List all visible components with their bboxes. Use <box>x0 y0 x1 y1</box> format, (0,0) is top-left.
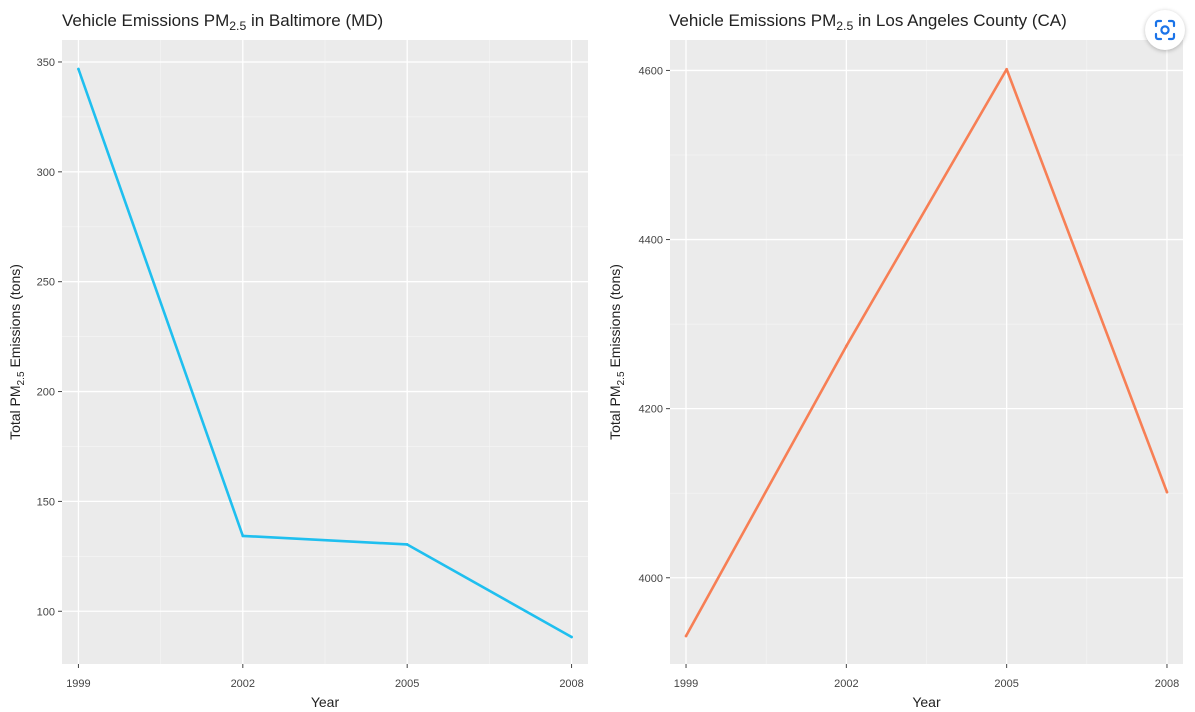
data-point <box>241 534 245 538</box>
x-axis-label: Year <box>311 694 340 710</box>
x-tick-label: 2002 <box>231 678 255 690</box>
google-lens-icon <box>1154 19 1176 41</box>
x-tick-label: 2002 <box>834 678 858 690</box>
data-point <box>570 635 573 639</box>
y-tick-label: 4400 <box>639 235 663 247</box>
x-tick-label: 2008 <box>559 678 583 690</box>
series-line-segment <box>684 344 848 638</box>
y-tick-label: 250 <box>37 277 55 289</box>
data-point <box>845 344 848 348</box>
y-axis-label: Total PM2.5 Emissions (tons) <box>7 264 27 440</box>
chart-title: Vehicle Emissions PM2.5 in Baltimore (MD… <box>62 11 383 33</box>
y-tick-label: 100 <box>37 606 55 618</box>
data-point <box>405 543 409 546</box>
y-tick-label: 4600 <box>639 65 663 77</box>
x-tick-label: 2005 <box>395 678 419 690</box>
series-line-segment <box>405 543 573 639</box>
data-point <box>1165 490 1169 494</box>
data-point <box>77 67 80 71</box>
y-axis-label: Total PM2.5 Emissions (tons) <box>607 264 627 440</box>
x-tick-label: 1999 <box>66 678 90 690</box>
x-tick-label: 1999 <box>674 678 698 690</box>
y-tick-label: 200 <box>37 387 55 399</box>
y-tick-label: 300 <box>37 167 55 179</box>
x-tick-label: 2008 <box>1155 678 1179 690</box>
y-tick-label: 350 <box>37 57 55 69</box>
series-line-segment <box>1005 67 1169 494</box>
y-tick-label: 4200 <box>639 404 663 416</box>
series-line-segment <box>241 534 409 546</box>
chart-panel-1: 100 150 200 250 300 350 1999 2002 2005 2008 Vehicl… <box>7 11 588 710</box>
y-tick-label: 150 <box>37 496 55 508</box>
x-tick-label: 2005 <box>994 678 1018 690</box>
data-point <box>1005 67 1008 71</box>
series-line-segment <box>77 67 245 538</box>
chart-panel-2: 4000 4200 4400 4600 1999 2002 2005 2008 Vehicle … <box>607 11 1183 710</box>
lens-button[interactable] <box>1145 10 1185 50</box>
series-line-segment <box>845 67 1008 348</box>
chart-title: Vehicle Emissions PM2.5 in Los Angeles C… <box>669 11 1067 33</box>
y-tick-label: 4000 <box>639 573 663 585</box>
x-axis-label: Year <box>912 694 941 710</box>
data-point <box>684 634 688 638</box>
